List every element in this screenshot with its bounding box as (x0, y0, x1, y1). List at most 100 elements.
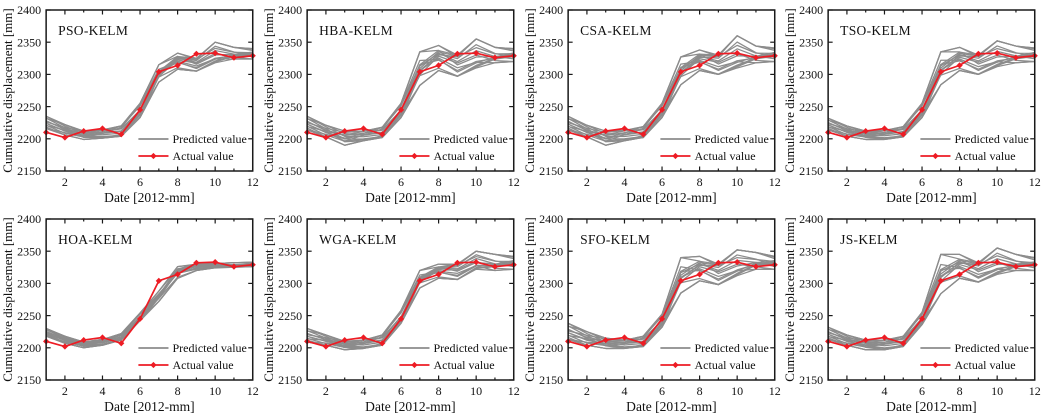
y-tick-label: 2150 (17, 373, 41, 387)
predicted-line (828, 51, 1036, 138)
predicted-line (567, 259, 775, 347)
x-tick-label: 8 (696, 384, 702, 398)
actual-marker (212, 50, 219, 57)
legend-predicted-label: Predicted value (433, 132, 507, 146)
x-tick-label: 12 (247, 175, 259, 189)
x-axis-label: Date [2012-mm] (626, 190, 716, 205)
axes-box (306, 218, 515, 381)
y-tick-label: 2300 (17, 68, 41, 82)
legend-actual-marker (150, 361, 157, 369)
x-tick-label: 10 (991, 384, 1003, 398)
predicted-line-min (828, 60, 1036, 141)
chart-sfo-kelm: 2150 2200 2250 2300 2350 2400 2 4 6 8 10 12 Date [20… (522, 212, 781, 414)
predicted-line-min (567, 60, 775, 146)
x-tick-label: 2 (583, 175, 589, 189)
actual-marker (975, 50, 982, 57)
predicted-line (306, 265, 514, 351)
panel-title: CSA-KELM (580, 23, 652, 38)
x-tick-label: 2 (844, 384, 850, 398)
actual-marker (435, 62, 442, 69)
x-tick-label: 2 (844, 175, 850, 189)
x-tick-label: 10 (470, 175, 482, 189)
actual-marker (975, 259, 982, 266)
x-tick-label: 8 (957, 384, 963, 398)
x-tick-label: 4 (360, 175, 366, 189)
axis-ticks (827, 9, 1036, 172)
y-tick-label: 2250 (278, 309, 302, 323)
actual-marker (230, 263, 238, 270)
x-tick-label: 6 (919, 384, 925, 398)
x-tick-label: 8 (435, 175, 441, 189)
actual-marker (80, 127, 87, 135)
y-tick-label: 2300 (17, 277, 41, 291)
actual-marker (714, 259, 721, 266)
y-axis-label: Cumulative displacement [mm] (782, 217, 797, 381)
legend: Predicted value Actual value (399, 341, 508, 372)
legend-actual-label: Actual value (172, 358, 233, 372)
y-tick-label: 2200 (799, 341, 823, 355)
predicted-line-min (567, 268, 775, 350)
axis-ticks (567, 218, 775, 381)
x-tick-label: 2 (323, 384, 329, 398)
actual-marker (881, 125, 888, 132)
actual-marker (956, 271, 963, 278)
x-tick-label: 12 (247, 384, 259, 398)
chart-tso-kelm: 2150 2200 2250 2300 2350 2400 2 4 6 8 10 12 Date [20… (782, 3, 1041, 205)
x-axis-label: Date [2012-mm] (365, 399, 455, 414)
y-tick-label: 2250 (17, 309, 41, 323)
actual-marker (99, 125, 106, 132)
legend-actual-label: Actual value (433, 149, 494, 163)
actual-marker (620, 334, 628, 341)
y-tick-label: 2250 (799, 100, 823, 114)
actual-line (567, 52, 775, 139)
legend-actual-label: Actual value (955, 358, 1016, 372)
predicted-line-min (306, 60, 514, 146)
y-tick-label: 2250 (799, 309, 823, 323)
y-axis-label: Cumulative displacement [mm] (522, 217, 537, 381)
y-tick-label: 2350 (278, 35, 302, 49)
legend-predicted-label: Predicted value (433, 341, 507, 355)
x-tick-label: 8 (175, 384, 181, 398)
y-tick-label: 2250 (539, 100, 563, 114)
x-tick-label: 6 (137, 384, 143, 398)
y-tick-label: 2200 (539, 341, 563, 355)
y-tick-label: 2350 (799, 244, 823, 258)
actual-marker (416, 68, 423, 75)
predicted-line-min (45, 266, 253, 349)
legend-actual-label: Actual value (433, 358, 494, 372)
actual-line (306, 52, 514, 139)
x-tick-label: 2 (583, 384, 589, 398)
actual-line (828, 52, 1036, 139)
x-tick-label: 4 (621, 384, 627, 398)
actual-marker (881, 334, 888, 341)
panel-title: JS-KELM (840, 232, 898, 247)
axes-box (306, 9, 515, 172)
actual-marker (378, 131, 386, 138)
legend-actual-marker (411, 361, 418, 369)
legend-actual-marker (671, 152, 679, 160)
x-tick-label: 10 (731, 175, 743, 189)
legend-actual-marker (932, 361, 939, 369)
actual-marker (230, 54, 238, 61)
x-axis-label: Date [2012-mm] (886, 399, 976, 414)
legend-predicted-label: Predicted value (955, 132, 1029, 146)
x-tick-label: 4 (99, 384, 105, 398)
actual-marker (155, 277, 162, 284)
x-tick-label: 10 (209, 175, 221, 189)
actual-marker (360, 125, 367, 132)
axes-box (566, 9, 775, 172)
y-tick-label: 2200 (278, 341, 302, 355)
actual-line (828, 261, 1036, 348)
y-tick-label: 2350 (17, 244, 41, 258)
predicted-line-max (567, 35, 775, 132)
predicted-ensemble (306, 38, 514, 146)
actual-marker (454, 50, 461, 57)
axes-box (45, 9, 254, 172)
x-tick-label: 8 (175, 175, 181, 189)
panel-title: SFO-KELM (580, 232, 650, 247)
x-tick-label: 4 (99, 175, 105, 189)
predicted-line-max (45, 261, 253, 343)
y-tick-label: 2400 (539, 212, 563, 226)
y-tick-label: 2350 (799, 35, 823, 49)
